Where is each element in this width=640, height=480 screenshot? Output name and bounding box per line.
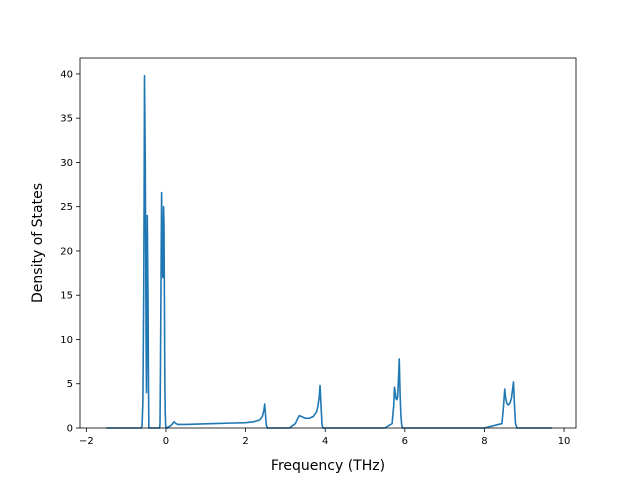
x-axis-ticks: −2 0 2 4 6 8 10: [79, 428, 570, 447]
y-tick-label: 35: [60, 114, 73, 125]
y-tick-label: 15: [60, 291, 73, 302]
y-tick-label: 10: [60, 335, 73, 346]
x-tick-label: 2: [242, 436, 248, 447]
x-tick-label: 8: [481, 436, 487, 447]
y-axis-label: Density of States: [30, 183, 46, 303]
y-tick-label: 20: [60, 246, 73, 257]
y-tick-label: 5: [67, 379, 73, 390]
x-axis-label: Frequency (THz): [271, 458, 385, 474]
y-tick-label: 0: [67, 424, 73, 435]
x-tick-label: 10: [558, 436, 571, 447]
y-tick-label: 30: [60, 158, 73, 169]
y-tick-label: 25: [60, 202, 73, 213]
plot-area: [80, 58, 576, 428]
y-tick-label: 40: [60, 69, 73, 80]
y-axis-ticks: 0 5 10 15 20 25 30 35 40: [60, 69, 80, 435]
x-tick-label: −2: [79, 436, 94, 447]
x-tick-label: 0: [163, 436, 169, 447]
plot-frame: [79, 57, 577, 429]
x-tick-label: 4: [322, 436, 328, 447]
x-tick-label: 6: [402, 436, 408, 447]
